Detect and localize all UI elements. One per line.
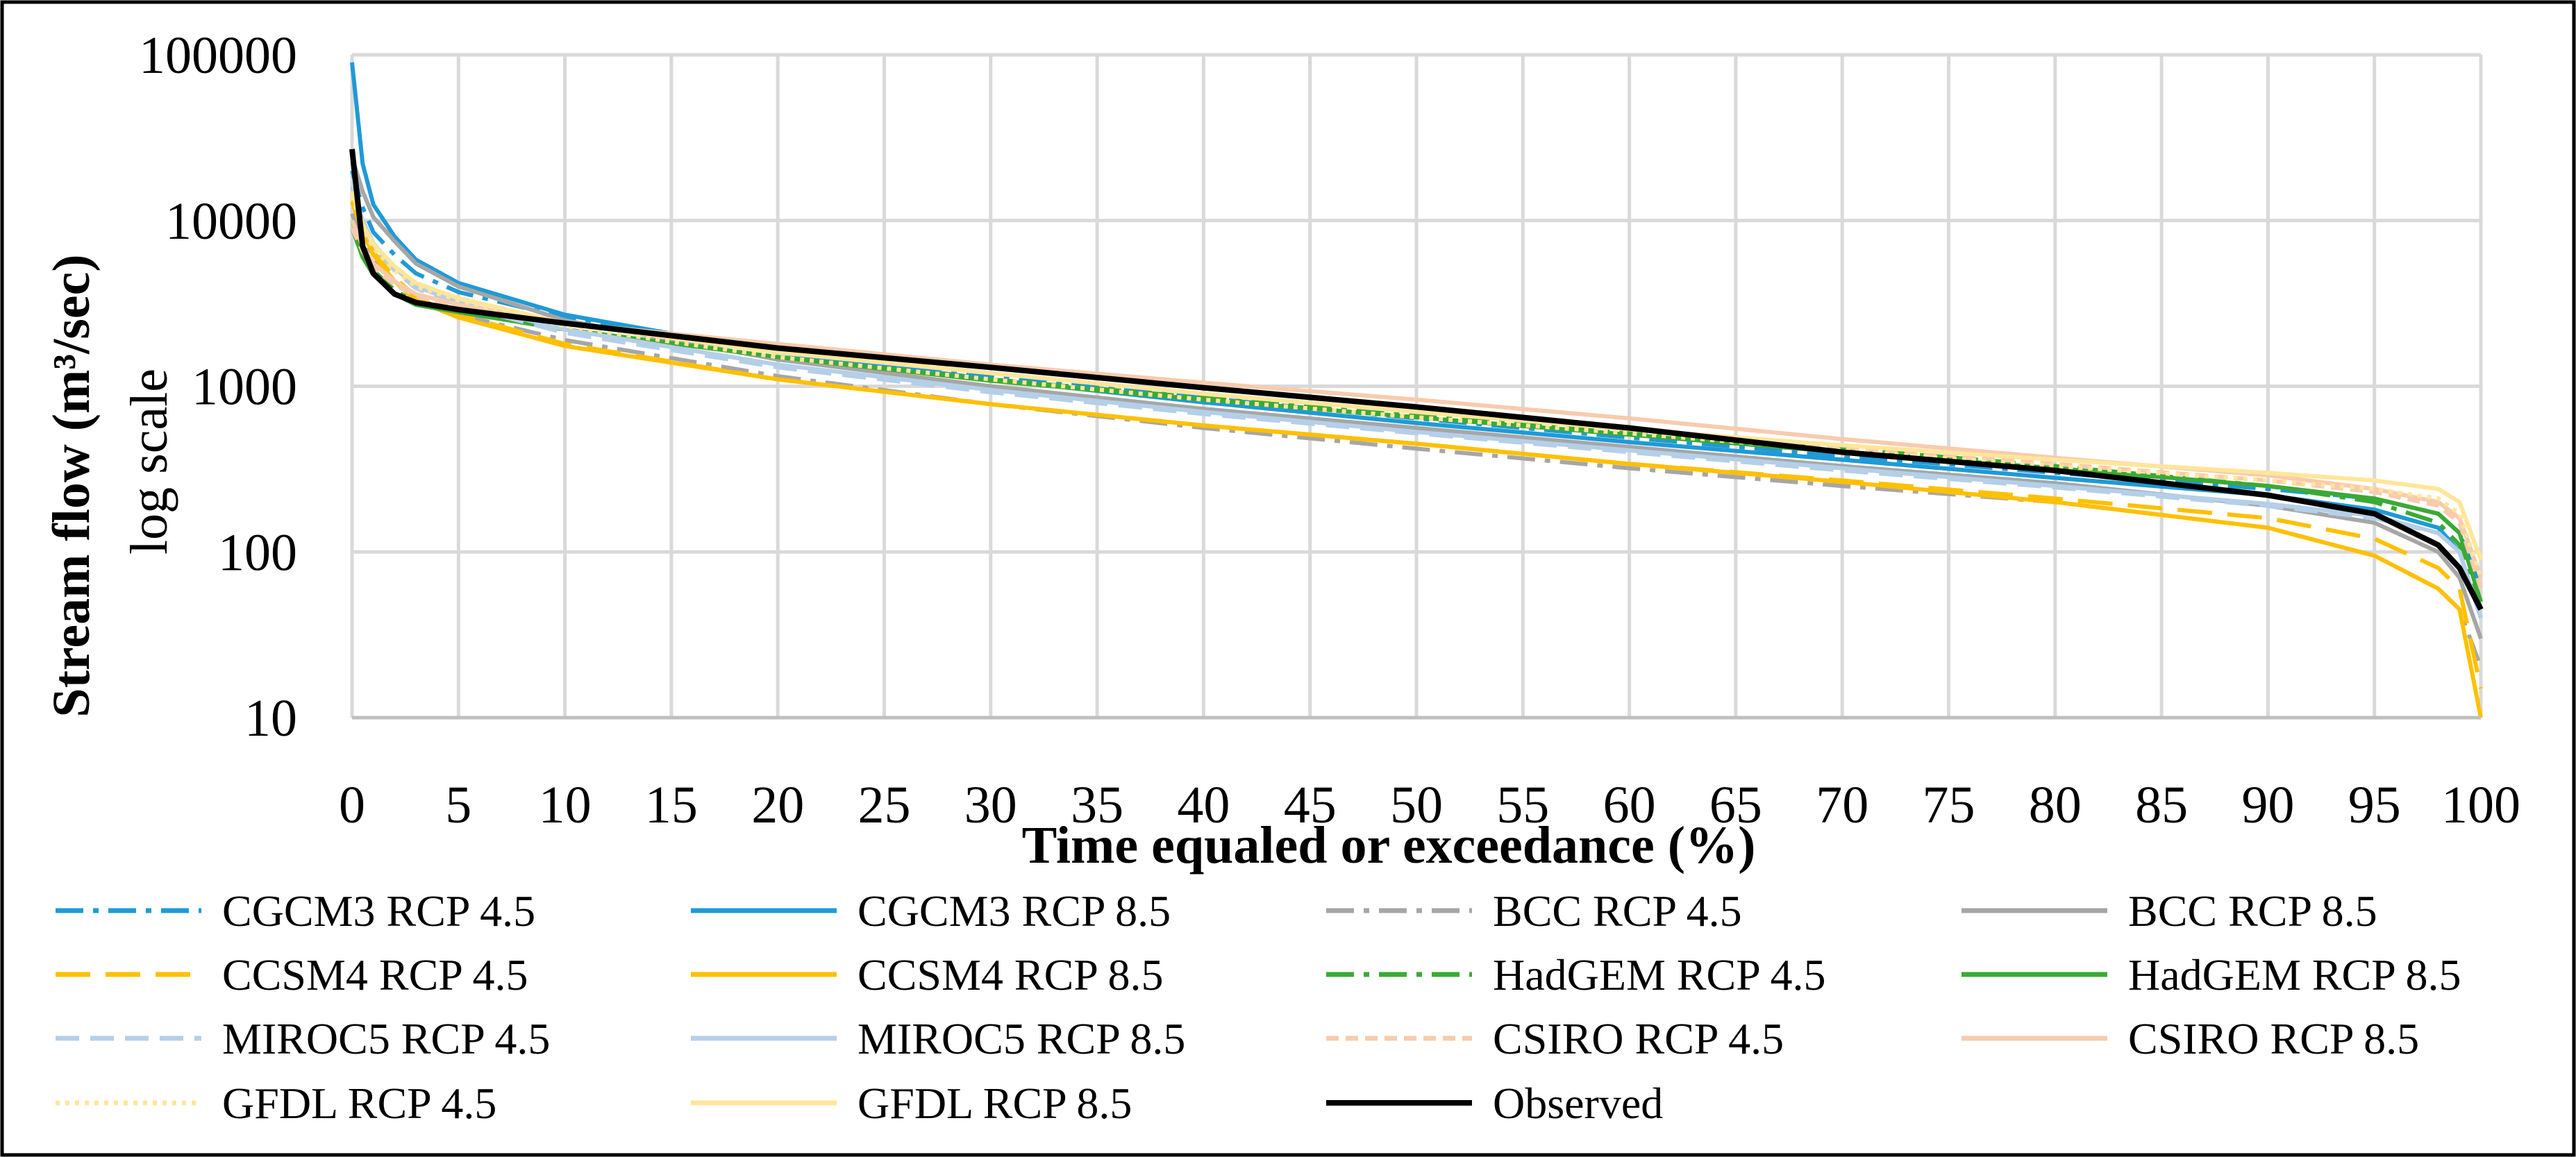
x-tick-label-9: 45: [1284, 776, 1337, 834]
x-tick-label-15: 75: [1923, 776, 1975, 834]
y-tick-label-0: 10: [244, 689, 297, 748]
y-tick-label-3: 10000: [165, 192, 297, 251]
x-tick-label-1: 5: [445, 776, 471, 834]
legend-item-9: MIROC5 RCP 8.5: [691, 1014, 1185, 1063]
legend-item-7: HadGEM RCP 8.5: [1962, 950, 2461, 999]
legend-label-0: CGCM3 RCP 4.5: [222, 886, 535, 936]
legend-item-2: BCC RCP 4.5: [1326, 886, 1742, 936]
x-tick-label-20: 100: [2441, 776, 2520, 834]
legend-item-4: CCSM4 RCP 4.5: [56, 950, 528, 999]
legend-item-13: GFDL RCP 8.5: [691, 1079, 1132, 1128]
x-tick-label-6: 30: [964, 776, 1017, 834]
x-tick-label-19: 95: [2348, 776, 2401, 834]
series-line-1: [350, 62, 2483, 619]
legend-label-5: CCSM4 RCP 8.5: [858, 950, 1163, 999]
y-tick-label-4: 100000: [139, 26, 297, 85]
series-line-14: [349, 149, 2484, 611]
legend-item-14: Observed: [1326, 1079, 1663, 1128]
y-axis-subtitle: log scale: [120, 369, 178, 555]
series-line-2: [350, 212, 2483, 669]
legend-label-9: MIROC5 RCP 8.5: [858, 1014, 1185, 1063]
legend-label-7: HadGEM RCP 8.5: [2128, 950, 2461, 999]
x-tick-label-10: 50: [1390, 776, 1443, 834]
x-tick-label-8: 40: [1177, 776, 1230, 834]
legend-label-4: CCSM4 RCP 4.5: [222, 950, 528, 999]
legend-label-14: Observed: [1493, 1079, 1663, 1128]
legend-label-13: GFDL RCP 8.5: [858, 1079, 1132, 1128]
y-tick-labels: 10 100 1000 10000 100000: [139, 26, 297, 748]
legend-label-11: CSIRO RCP 8.5: [2128, 1014, 2419, 1063]
x-axis-title: Time equaled or exceedance (%): [1022, 816, 1756, 875]
x-tick-label-7: 35: [1071, 776, 1123, 834]
x-tick-label-2: 10: [539, 776, 592, 834]
y-axis-scale-note: log scale: [120, 369, 178, 555]
legend-item-1: CGCM3 RCP 8.5: [691, 886, 1171, 936]
legend-item-0: CGCM3 RCP 4.5: [56, 886, 535, 936]
legend-label-6: HadGEM RCP 4.5: [1493, 950, 1825, 999]
legend-item-8: MIROC5 RCP 4.5: [56, 1014, 550, 1063]
legend-item-12: GFDL RCP 4.5: [56, 1079, 496, 1128]
legend-item-11: CSIRO RCP 8.5: [1962, 1014, 2419, 1063]
x-tick-label-17: 85: [2135, 776, 2188, 834]
x-tick-label-18: 90: [2241, 776, 2294, 834]
series-line-11: [350, 219, 2483, 579]
x-tick-label-3: 15: [645, 776, 698, 834]
series-line-13: [350, 190, 2483, 561]
y-axis-title: Stream flow (m³/sec): [42, 254, 101, 717]
series-line-10: [350, 227, 2483, 590]
y-tick-label-1: 100: [218, 523, 297, 582]
legend-label-2: BCC RCP 4.5: [1493, 886, 1742, 936]
x-tick-label-13: 65: [1709, 776, 1762, 834]
series-line-3: [350, 157, 2483, 640]
x-tick-label-14: 70: [1816, 776, 1868, 834]
legend-label-8: MIROC5 RCP 4.5: [222, 1014, 550, 1063]
legend-item-6: HadGEM RCP 4.5: [1326, 950, 1825, 999]
legend-label-1: CGCM3 RCP 8.5: [858, 886, 1171, 936]
legend-item-3: BCC RCP 8.5: [1962, 886, 2377, 936]
series-lines: [349, 62, 2484, 718]
x-tick-label-11: 55: [1496, 776, 1549, 834]
x-tick-label-12: 60: [1603, 776, 1656, 834]
y-tick-label-2: 1000: [192, 358, 297, 416]
legend-item-10: CSIRO RCP 4.5: [1326, 1014, 1784, 1063]
legend-label-12: GFDL RCP 4.5: [222, 1079, 496, 1128]
x-tick-label-5: 25: [858, 776, 911, 834]
legend-label-3: BCC RCP 8.5: [2128, 886, 2377, 936]
x-tick-label-16: 80: [2029, 776, 2082, 834]
grid: [350, 53, 2483, 720]
legend-label-10: CSIRO RCP 4.5: [1493, 1014, 1784, 1063]
x-tick-labels: 0 5 10 15 20 25 30 35 40 45 50 55 60 65 70 75 80 85 90 95 10…: [339, 776, 2520, 834]
x-tick-label-0: 0: [339, 776, 365, 834]
legend-item-5: CCSM4 RCP 8.5: [691, 950, 1163, 999]
x-tick-label-4: 20: [751, 776, 804, 834]
svg-text:Stream flow (m³/sec): Stream flow (m³/sec): [42, 254, 101, 717]
y-axis-title-main: Stream flow (m³/sec): [42, 254, 101, 717]
legend: CGCM3 RCP 4.5 CGCM3 RCP 8.5 BCC RCP 4.5 BCC…: [56, 886, 2461, 1128]
